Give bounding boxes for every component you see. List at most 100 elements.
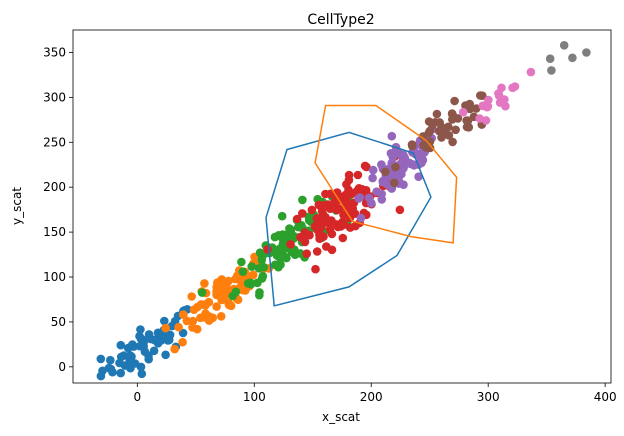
data-point xyxy=(391,162,400,172)
data-point xyxy=(450,96,459,106)
data-point xyxy=(174,322,183,332)
data-point xyxy=(332,189,342,198)
data-point xyxy=(136,334,146,343)
data-point xyxy=(160,316,169,326)
y-tick-label: 250 xyxy=(43,135,66,149)
data-point xyxy=(378,176,388,186)
data-point xyxy=(108,367,117,377)
y-tick-label: 0 xyxy=(58,360,66,374)
data-point xyxy=(464,123,474,132)
data-point xyxy=(344,185,353,195)
y-tick-label: 200 xyxy=(43,180,66,194)
data-point xyxy=(526,67,536,77)
x-axis-ticks: 0 100 200 300 400 xyxy=(134,383,617,404)
data-point xyxy=(286,240,295,249)
data-point xyxy=(179,310,188,319)
data-point xyxy=(216,312,226,321)
data-point xyxy=(381,167,390,177)
data-point xyxy=(387,131,397,141)
data-point xyxy=(212,287,221,296)
y-tick-label: 50 xyxy=(51,315,66,329)
data-point xyxy=(130,359,140,368)
data-point xyxy=(212,302,221,311)
data-point xyxy=(398,154,408,163)
data-point xyxy=(222,283,232,293)
data-point xyxy=(327,245,337,255)
x-axis-label: x_scat xyxy=(322,410,360,424)
data-point xyxy=(353,170,363,180)
data-point xyxy=(307,205,317,215)
y-tick-label: 150 xyxy=(43,225,66,239)
data-point xyxy=(315,234,324,243)
data-point xyxy=(277,232,286,241)
hull-outline xyxy=(265,131,432,307)
data-point xyxy=(377,160,386,169)
data-point xyxy=(144,354,153,364)
data-point xyxy=(216,278,226,288)
data-point xyxy=(238,267,248,277)
data-point xyxy=(356,213,366,223)
data-point xyxy=(253,278,262,288)
data-point xyxy=(395,205,405,215)
data-point xyxy=(325,225,335,234)
data-point xyxy=(144,330,154,339)
data-point xyxy=(339,210,348,220)
hull-outline xyxy=(314,104,458,244)
data-point xyxy=(500,95,509,104)
data-point xyxy=(386,149,396,158)
data-point xyxy=(501,101,510,111)
data-point xyxy=(178,328,188,338)
data-point xyxy=(247,262,256,271)
data-point xyxy=(286,225,295,234)
data-point xyxy=(341,202,350,211)
data-point xyxy=(338,233,348,243)
data-point xyxy=(414,172,423,181)
data-point xyxy=(304,212,314,222)
data-point xyxy=(422,143,431,152)
data-point xyxy=(125,351,135,360)
data-point xyxy=(298,209,307,218)
data-point xyxy=(224,276,233,286)
data-point xyxy=(451,125,460,135)
data-point xyxy=(377,195,387,204)
y-tick-label: 350 xyxy=(43,45,66,59)
data-point xyxy=(368,173,377,183)
data-point xyxy=(208,313,218,323)
data-point xyxy=(432,109,442,119)
x-tick-label: 100 xyxy=(243,390,266,404)
data-point xyxy=(547,66,556,75)
data-point xyxy=(188,323,197,332)
data-point xyxy=(354,184,364,193)
data-point xyxy=(296,249,305,258)
y-tick-label: 100 xyxy=(43,270,66,284)
data-point xyxy=(270,260,280,270)
data-point xyxy=(448,137,457,147)
data-point xyxy=(497,83,506,93)
data-point xyxy=(287,247,296,257)
y-axis-label: y_scat xyxy=(10,187,24,225)
data-point xyxy=(161,323,170,333)
data-point xyxy=(106,355,115,365)
data-point xyxy=(182,316,192,326)
data-point xyxy=(197,288,207,297)
data-point xyxy=(302,249,312,258)
chart-title: CellType2 xyxy=(307,12,374,28)
scatter-points xyxy=(96,41,591,381)
data-point xyxy=(116,340,126,350)
data-point xyxy=(362,162,371,172)
data-point xyxy=(458,107,468,117)
data-point xyxy=(354,194,364,203)
hull-outlines xyxy=(265,104,458,307)
data-point xyxy=(438,126,448,136)
data-point xyxy=(163,336,173,345)
data-point xyxy=(478,101,488,111)
data-point xyxy=(135,341,145,351)
x-tick-label: 400 xyxy=(594,390,617,404)
data-point xyxy=(248,270,258,280)
data-point xyxy=(224,298,233,308)
data-point xyxy=(136,325,145,334)
data-point xyxy=(116,368,125,378)
data-point xyxy=(231,287,241,297)
data-point xyxy=(193,302,202,312)
